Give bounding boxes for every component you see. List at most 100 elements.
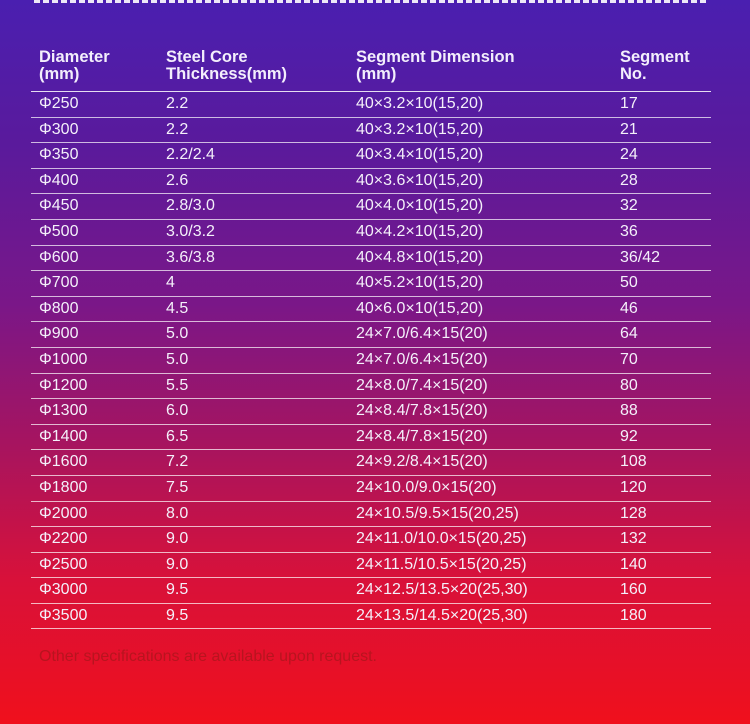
cell-segments: 32 xyxy=(620,197,638,215)
cell-thickness: 8.0 xyxy=(166,504,189,522)
cell-dimension: 40×3.2×10(15,20) xyxy=(356,95,484,112)
cell-dimension: 24×8.4/7.8×15(20) xyxy=(356,427,488,445)
header-thickness: Steel Core Thickness(mm) xyxy=(166,48,288,83)
header-segment-dimension: Segment Dimension (mm) xyxy=(356,48,515,83)
cell-segments: 36 xyxy=(620,222,638,240)
cell-diameter: Φ250 xyxy=(39,95,79,112)
cell-thickness: 4 xyxy=(166,274,175,292)
cell-diameter: Φ600 xyxy=(39,248,79,266)
cell-segments: 64 xyxy=(620,325,638,343)
cell-segments: 36/42 xyxy=(620,248,661,266)
cell-dimension: 40×3.2×10(15,20) xyxy=(356,120,484,138)
cell-segments: 50 xyxy=(620,274,638,292)
cell-thickness: 7.2 xyxy=(166,453,189,471)
cell-diameter: Φ1800 xyxy=(39,478,88,496)
cell-thickness: 9.5 xyxy=(166,606,189,624)
cell-diameter: Φ1200 xyxy=(39,376,88,394)
cell-diameter: Φ450 xyxy=(39,197,79,215)
cell-diameter: Φ300 xyxy=(39,120,79,138)
table-row: Φ2000 8.0 24×10.5/9.5×15(20,25) 128 xyxy=(31,502,711,528)
table-row: Φ1400 6.5 24×8.4/7.8×15(20) 92 xyxy=(31,425,711,451)
footnote: Other specifications are available upon … xyxy=(39,648,377,665)
table-row: Φ600 3.6/3.8 40×4.8×10(15,20) 36/42 xyxy=(31,246,711,272)
cell-dimension: 40×5.2×10(15,20) xyxy=(356,274,484,292)
cell-thickness: 5.5 xyxy=(166,376,189,394)
cell-segments: 92 xyxy=(620,427,638,445)
cell-segments: 132 xyxy=(620,530,647,548)
cell-thickness: 6.0 xyxy=(166,402,189,420)
table-row: Φ2500 9.0 24×11.5/10.5×15(20,25) 140 xyxy=(31,553,711,579)
cell-diameter: Φ3500 xyxy=(39,606,88,624)
table-row: Φ1300 6.0 24×8.4/7.8×15(20) 88 xyxy=(31,399,711,425)
table-row: Φ2200 9.0 24×11.0/10.0×15(20,25) 132 xyxy=(31,527,711,553)
cell-segments: 21 xyxy=(620,120,638,138)
cell-diameter: Φ1600 xyxy=(39,453,88,471)
header-segment-no: Segment No. xyxy=(620,48,690,83)
table-row: Φ800 4.5 40×6.0×10(15,20) 46 xyxy=(31,297,711,323)
cell-thickness: 6.5 xyxy=(166,427,189,445)
table-body: Φ250 2.2 40×3.2×10(15,20) 17 Φ300 2.2 40×3.2×1… xyxy=(31,92,711,630)
cell-dimension: 24×10.5/9.5×15(20,25) xyxy=(356,504,519,522)
table-row: Φ350 2.2/2.4 40×3.4×10(15,20) 24 xyxy=(31,143,711,169)
cell-segments: 28 xyxy=(620,171,638,189)
cell-dimension: 24×10.0/9.0×15(20) xyxy=(356,478,497,496)
cell-thickness: 5.0 xyxy=(166,325,189,343)
cell-diameter: Φ900 xyxy=(39,325,79,343)
cell-dimension: 40×3.6×10(15,20) xyxy=(356,171,484,189)
top-dashed-divider xyxy=(34,0,706,3)
cell-diameter: Φ1400 xyxy=(39,427,88,445)
table-row: Φ300 2.2 40×3.2×10(15,20) 21 xyxy=(31,118,711,144)
cell-dimension: 24×8.4/7.8×15(20) xyxy=(356,402,488,420)
cell-segments: 108 xyxy=(620,453,647,471)
cell-dimension: 40×4.2×10(15,20) xyxy=(356,222,484,240)
cell-thickness: 2.2 xyxy=(166,120,189,138)
cell-dimension: 24×13.5/14.5×20(25,30) xyxy=(356,606,528,624)
cell-dimension: 24×7.0/6.4×15(20) xyxy=(356,325,488,343)
cell-thickness: 2.6 xyxy=(166,171,189,189)
cell-thickness: 7.5 xyxy=(166,478,189,496)
table-header: Diameter (mm) Steel Core Thickness(mm) S… xyxy=(31,45,711,92)
cell-diameter: Φ800 xyxy=(39,299,79,317)
table-row: Φ1200 5.5 24×8.0/7.4×15(20) 80 xyxy=(31,374,711,400)
cell-dimension: 40×4.8×10(15,20) xyxy=(356,248,484,266)
cell-diameter: Φ2500 xyxy=(39,555,88,573)
table-row: Φ500 3.0/3.2 40×4.2×10(15,20) 36 xyxy=(31,220,711,246)
cell-segments: 88 xyxy=(620,402,638,420)
cell-dimension: 40×3.4×10(15,20) xyxy=(356,146,484,164)
cell-diameter: Φ3000 xyxy=(39,581,88,599)
cell-segments: 46 xyxy=(620,299,638,317)
cell-segments: 24 xyxy=(620,146,638,164)
cell-thickness: 5.0 xyxy=(166,350,189,368)
table-row: Φ3500 9.5 24×13.5/14.5×20(25,30) 180 xyxy=(31,604,711,630)
header-diameter: Diameter (mm) xyxy=(39,48,110,83)
table-row: Φ900 5.0 24×7.0/6.4×15(20) 64 xyxy=(31,322,711,348)
table-row: Φ700 4 40×5.2×10(15,20) 50 xyxy=(31,271,711,297)
table-row: Φ3000 9.5 24×12.5/13.5×20(25,30) 160 xyxy=(31,578,711,604)
table-row: Φ1000 5.0 24×7.0/6.4×15(20) 70 xyxy=(31,348,711,374)
cell-segments: 70 xyxy=(620,350,638,368)
table-row: Φ1600 7.2 24×9.2/8.4×15(20) 108 xyxy=(31,450,711,476)
cell-segments: 180 xyxy=(620,606,647,624)
cell-dimension: 24×8.0/7.4×15(20) xyxy=(356,376,488,394)
cell-thickness: 9.0 xyxy=(166,530,189,548)
cell-diameter: Φ2000 xyxy=(39,504,88,522)
cell-segments: 140 xyxy=(620,555,647,573)
cell-dimension: 24×9.2/8.4×15(20) xyxy=(356,453,488,471)
cell-diameter: Φ400 xyxy=(39,171,79,189)
cell-dimension: 24×7.0/6.4×15(20) xyxy=(356,350,488,368)
specification-table: Diameter (mm) Steel Core Thickness(mm) S… xyxy=(31,45,711,630)
table-row: Φ400 2.6 40×3.6×10(15,20) 28 xyxy=(31,169,711,195)
cell-segments: 128 xyxy=(620,504,647,522)
cell-thickness: 2.2/2.4 xyxy=(166,146,215,164)
cell-dimension: 24×11.0/10.0×15(20,25) xyxy=(356,530,527,548)
cell-diameter: Φ1300 xyxy=(39,402,88,420)
cell-dimension: 40×6.0×10(15,20) xyxy=(356,299,484,317)
cell-diameter: Φ1000 xyxy=(39,350,88,368)
cell-diameter: Φ2200 xyxy=(39,530,88,548)
cell-thickness: 9.0 xyxy=(166,555,189,573)
cell-dimension: 24×11.5/10.5×15(20,25) xyxy=(356,555,527,573)
cell-segments: 17 xyxy=(620,95,638,112)
cell-dimension: 40×4.0×10(15,20) xyxy=(356,197,484,215)
cell-segments: 120 xyxy=(620,478,647,496)
cell-thickness: 3.6/3.8 xyxy=(166,248,215,266)
